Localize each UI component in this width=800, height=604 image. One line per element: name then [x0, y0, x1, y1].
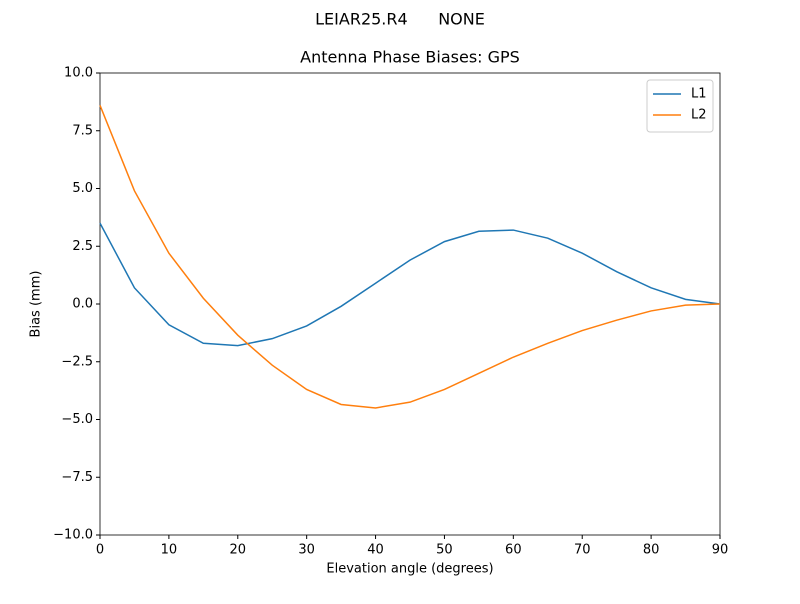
y-tick-label: 7.5 [72, 123, 93, 138]
y-tick-label: −7.5 [61, 470, 93, 485]
x-tick-label: 80 [643, 543, 660, 558]
chart-title: Antenna Phase Biases: GPS [300, 48, 520, 67]
line-series [99, 222, 721, 347]
x-tick-label: 70 [574, 543, 591, 558]
plot-frame [99, 72, 721, 536]
y-tick-label: 10.0 [64, 66, 93, 81]
y-tick-label: 2.5 [72, 239, 93, 254]
line-series [99, 105, 721, 409]
x-axis-label: Elevation angle (degrees) [326, 562, 493, 577]
legend-box [646, 79, 714, 133]
y-tick-label: 0.0 [72, 297, 93, 312]
x-tick-label: 10 [161, 543, 178, 558]
legend-label: L1 [691, 87, 707, 102]
x-tick-label: 0 [96, 543, 104, 558]
y-tick-label: 5.0 [72, 181, 93, 196]
x-tick-label: 40 [367, 543, 384, 558]
x-tick-label: 50 [436, 543, 453, 558]
suptitle: LEIAR25.R4 NONE [315, 10, 485, 29]
x-tick-label: 90 [712, 543, 729, 558]
x-tick-label: 20 [230, 543, 247, 558]
y-tick-label: −10.0 [53, 528, 93, 543]
legend-label: L2 [691, 108, 707, 123]
x-tick-label: 30 [298, 543, 315, 558]
y-axis-label: Bias (mm) [29, 271, 44, 338]
y-tick-label: −2.5 [61, 354, 93, 369]
y-tick-label: −5.0 [61, 412, 93, 427]
x-tick-label: 60 [505, 543, 522, 558]
